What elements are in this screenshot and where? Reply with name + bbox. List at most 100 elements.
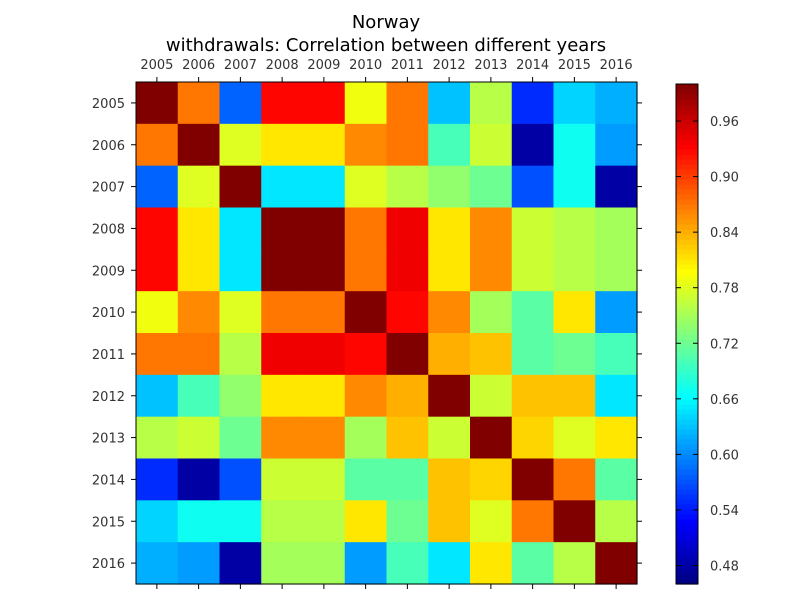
heatmap-cell xyxy=(553,374,596,418)
heatmap-cell xyxy=(595,165,638,209)
colorbar-segment xyxy=(676,424,698,430)
heatmap-cell xyxy=(595,123,638,167)
heatmap-cell xyxy=(303,542,346,585)
heatmap-cell xyxy=(219,374,262,418)
heatmap-cell xyxy=(470,123,513,167)
colorbar-segment xyxy=(676,509,698,515)
heatmap-cell xyxy=(303,333,346,376)
heatmap-cell xyxy=(344,249,388,292)
heatmap-cell xyxy=(303,165,346,209)
colorbar-segment xyxy=(676,149,698,155)
x-tick-label: 2016 xyxy=(600,58,633,73)
heatmap-cell xyxy=(303,416,346,460)
colorbar-segment xyxy=(676,239,698,245)
x-tick-label: 2013 xyxy=(474,58,507,73)
colorbar-segment xyxy=(676,379,698,385)
heatmap-cell xyxy=(219,207,262,250)
y-tick-label: 2007 xyxy=(92,181,125,196)
colorbar-segment xyxy=(676,539,698,545)
colorbar-segment xyxy=(676,469,698,475)
colorbar-segment xyxy=(676,179,698,185)
y-tick-label: 2010 xyxy=(92,306,125,321)
colorbar-segment xyxy=(676,304,698,310)
colorbar-segment xyxy=(676,274,698,280)
heatmap-cell xyxy=(511,500,555,543)
heatmap-cell xyxy=(511,333,555,376)
x-tick-label: 2007 xyxy=(224,58,257,73)
colorbar-tick-label: 0.96 xyxy=(710,115,739,130)
colorbar-segment xyxy=(676,244,698,250)
colorbar-segment xyxy=(676,219,698,225)
y-tick-label: 2015 xyxy=(92,515,125,530)
colorbar-segment xyxy=(676,234,698,240)
heatmap-cell xyxy=(428,291,471,334)
colorbar-segment xyxy=(676,559,698,565)
colorbar-segment xyxy=(676,474,698,480)
heatmap-cell xyxy=(344,542,388,585)
colorbar-segment xyxy=(676,144,698,150)
colorbar-segment xyxy=(676,84,698,90)
heatmap-cell xyxy=(470,500,513,543)
colorbar-segment xyxy=(676,199,698,205)
heatmap-cell xyxy=(136,291,179,334)
x-tick-label: 2005 xyxy=(140,58,173,73)
colorbar-segment xyxy=(676,289,698,295)
colorbar-segment xyxy=(676,299,698,305)
heatmap-cell xyxy=(470,333,513,376)
colorbar-segment xyxy=(676,124,698,130)
heatmap-cell xyxy=(428,249,471,292)
y-tick-label: 2012 xyxy=(92,390,125,405)
heatmap-cell xyxy=(470,82,513,125)
heatmap-cell xyxy=(177,500,221,543)
heatmap-cell xyxy=(386,500,429,543)
x-tick-label: 2008 xyxy=(266,58,299,73)
colorbar: 0.48 0.54 0.60 0.66 0.72 0.78 0.84 0.90 0.96 xyxy=(675,83,739,585)
colorbar-segment xyxy=(676,494,698,500)
heatmap-cell xyxy=(177,165,221,209)
heatmap-cell xyxy=(511,82,555,125)
heatmap-cell xyxy=(386,82,429,125)
heatmap-cell xyxy=(470,542,513,585)
heatmap-cell xyxy=(595,207,638,250)
heatmap-cell xyxy=(303,291,346,334)
colorbar-segment xyxy=(676,169,698,175)
colorbar-segment xyxy=(676,109,698,115)
heatmap-cells xyxy=(136,82,638,585)
heatmap-cell xyxy=(595,82,638,125)
heatmap-cell xyxy=(177,416,221,460)
colorbar-segment xyxy=(676,174,698,180)
heatmap-cell xyxy=(511,207,555,250)
heatmap-cell xyxy=(553,291,596,334)
colorbar-tick-label: 0.90 xyxy=(710,171,739,186)
heatmap-cell xyxy=(344,416,388,460)
heatmap-cell xyxy=(470,416,513,460)
colorbar-tick-label: 0.60 xyxy=(710,448,739,463)
colorbar-segment xyxy=(676,139,698,145)
heatmap-cell xyxy=(470,249,513,292)
colorbar-segment xyxy=(676,439,698,445)
heatmap-cell xyxy=(386,333,429,376)
colorbar-segment xyxy=(676,579,698,585)
heatmap-cell xyxy=(511,123,555,167)
colorbar-tick-label: 0.48 xyxy=(710,559,739,574)
colorbar-segment xyxy=(676,194,698,200)
colorbar-segment xyxy=(676,389,698,395)
heatmap-cell xyxy=(595,249,638,292)
colorbar-segment xyxy=(676,249,698,255)
colorbar-segment xyxy=(676,309,698,315)
x-tick-label: 2011 xyxy=(391,58,424,73)
colorbar-segment xyxy=(676,104,698,110)
heatmap-cell xyxy=(553,416,596,460)
colorbar-segment xyxy=(676,524,698,530)
colorbar-segment xyxy=(676,254,698,260)
y-tick-label: 2011 xyxy=(92,348,125,363)
heatmap-cell xyxy=(428,500,471,543)
colorbar-segment xyxy=(676,444,698,450)
colorbar-segment xyxy=(676,164,698,170)
heatmap-cell xyxy=(470,374,513,418)
heatmap-cell xyxy=(136,249,179,292)
heatmap-cell xyxy=(470,165,513,209)
heatmap-cell xyxy=(386,416,429,460)
heatmap-cell xyxy=(136,500,179,543)
colorbar-segment xyxy=(676,529,698,535)
